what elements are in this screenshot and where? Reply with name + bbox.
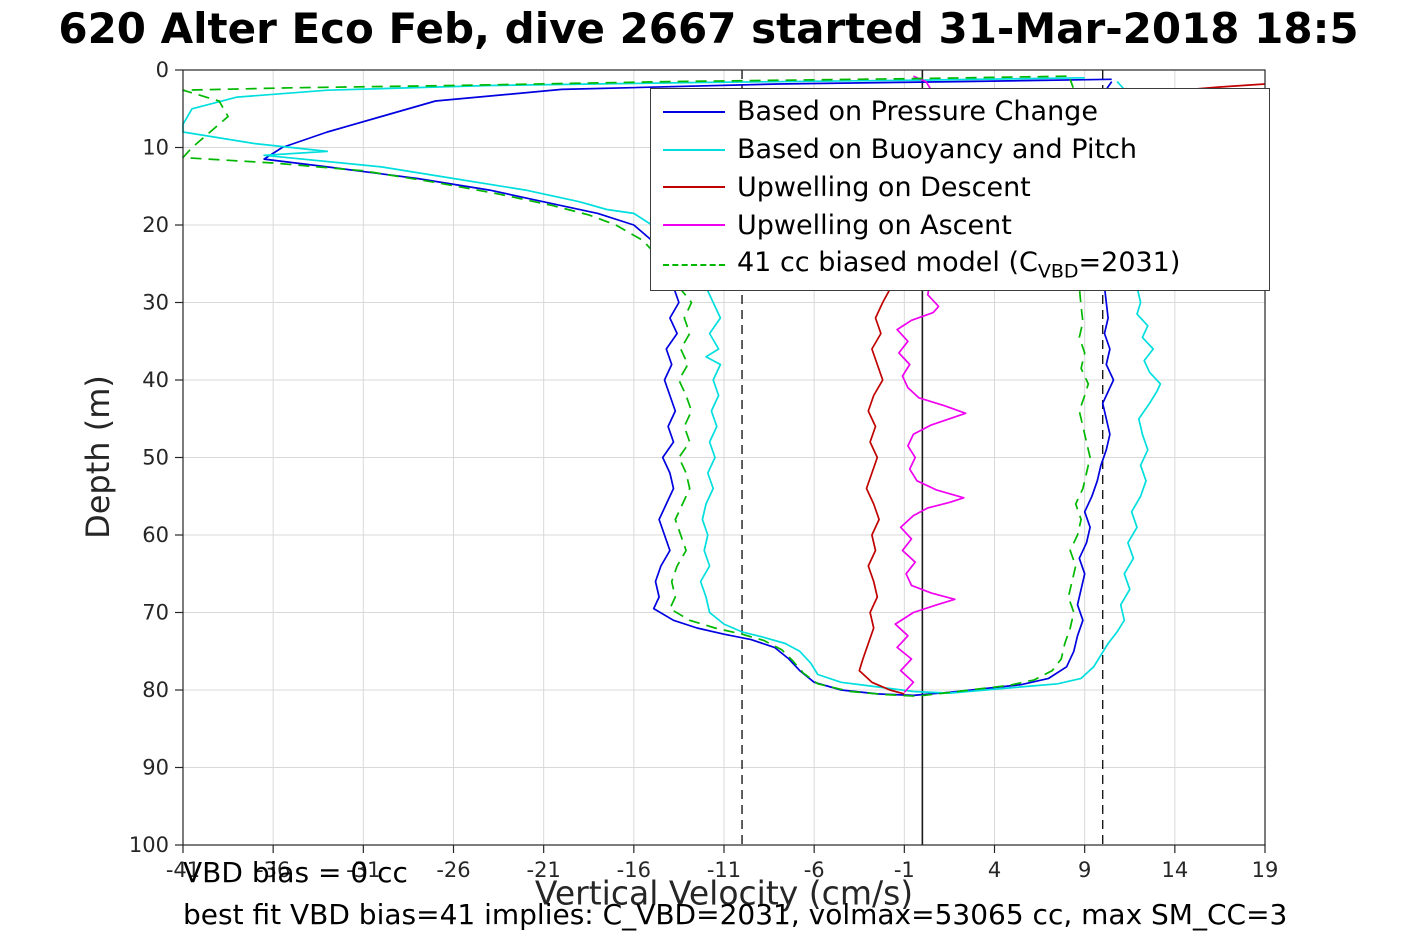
legend-line-sample xyxy=(663,148,725,151)
y-tick-label: 20 xyxy=(142,213,169,237)
y-tick-label: 60 xyxy=(142,523,169,547)
y-tick-label: 30 xyxy=(142,291,169,315)
legend-item-label: 41 cc biased model (CVBD=2031) xyxy=(737,247,1181,283)
legend-item-label: Based on Pressure Change xyxy=(737,96,1098,128)
legend: Based on Pressure Change Based on Buoyanc… xyxy=(650,88,1270,291)
legend-item: Based on Pressure Change xyxy=(651,96,1269,127)
legend-item: 41 cc biased model (CVBD=2031) xyxy=(651,247,1269,283)
x-tick-label: 9 xyxy=(1078,858,1091,882)
x-tick-label: -41 xyxy=(166,858,200,882)
y-tick-label: 70 xyxy=(142,601,169,625)
y-tick-label: 90 xyxy=(142,756,169,780)
legend-item-label: Based on Buoyancy and Pitch xyxy=(737,134,1137,166)
legend-item-label: Upwelling on Ascent xyxy=(737,209,1012,241)
series-41-cc-biased-model-c-vbd-2031- xyxy=(182,75,1091,698)
x-axis-label: Vertical Velocity (cm/s) xyxy=(534,873,914,913)
legend-line-sample xyxy=(663,263,725,266)
legend-line-sample xyxy=(663,186,725,189)
y-tick-label: 100 xyxy=(129,833,169,857)
legend-line-sample xyxy=(663,110,725,113)
x-tick-label: -26 xyxy=(436,858,470,882)
y-tick-label: 50 xyxy=(142,446,169,470)
x-tick-label: 14 xyxy=(1161,858,1188,882)
legend-line-sample xyxy=(663,224,725,227)
y-tick-label: 10 xyxy=(142,136,169,160)
x-tick-label: -31 xyxy=(346,858,380,882)
x-tick-label: 19 xyxy=(1252,858,1279,882)
legend-item: Upwelling on Ascent xyxy=(651,210,1269,241)
x-tick-label: -1 xyxy=(894,858,915,882)
legend-item: Based on Buoyancy and Pitch xyxy=(651,134,1269,165)
legend-item-label: Upwelling on Descent xyxy=(737,171,1031,203)
legend-item: Upwelling on Descent xyxy=(651,172,1269,203)
x-tick-label: -21 xyxy=(527,858,561,882)
x-tick-label: -11 xyxy=(707,858,741,882)
series-based-on-buoyancy-and-pitch xyxy=(182,76,1162,694)
y-tick-label: 0 xyxy=(156,58,169,82)
y-axis-label: Depth (m) xyxy=(79,375,117,539)
y-tick-label: 80 xyxy=(142,678,169,702)
x-tick-label: -6 xyxy=(804,858,825,882)
chart-title: 620 Alter Eco Feb, dive 2667 started 31-… xyxy=(58,4,1359,53)
annotation-best-fit: best fit VBD bias=41 implies: C_VBD=2031… xyxy=(183,898,1288,931)
x-tick-label: 4 xyxy=(988,858,1001,882)
x-tick-label: -36 xyxy=(256,858,290,882)
y-tick-label: 40 xyxy=(142,368,169,392)
x-tick-label: -16 xyxy=(617,858,651,882)
annotation-vbd-bias: VBD bias = 0 cc xyxy=(183,856,408,889)
